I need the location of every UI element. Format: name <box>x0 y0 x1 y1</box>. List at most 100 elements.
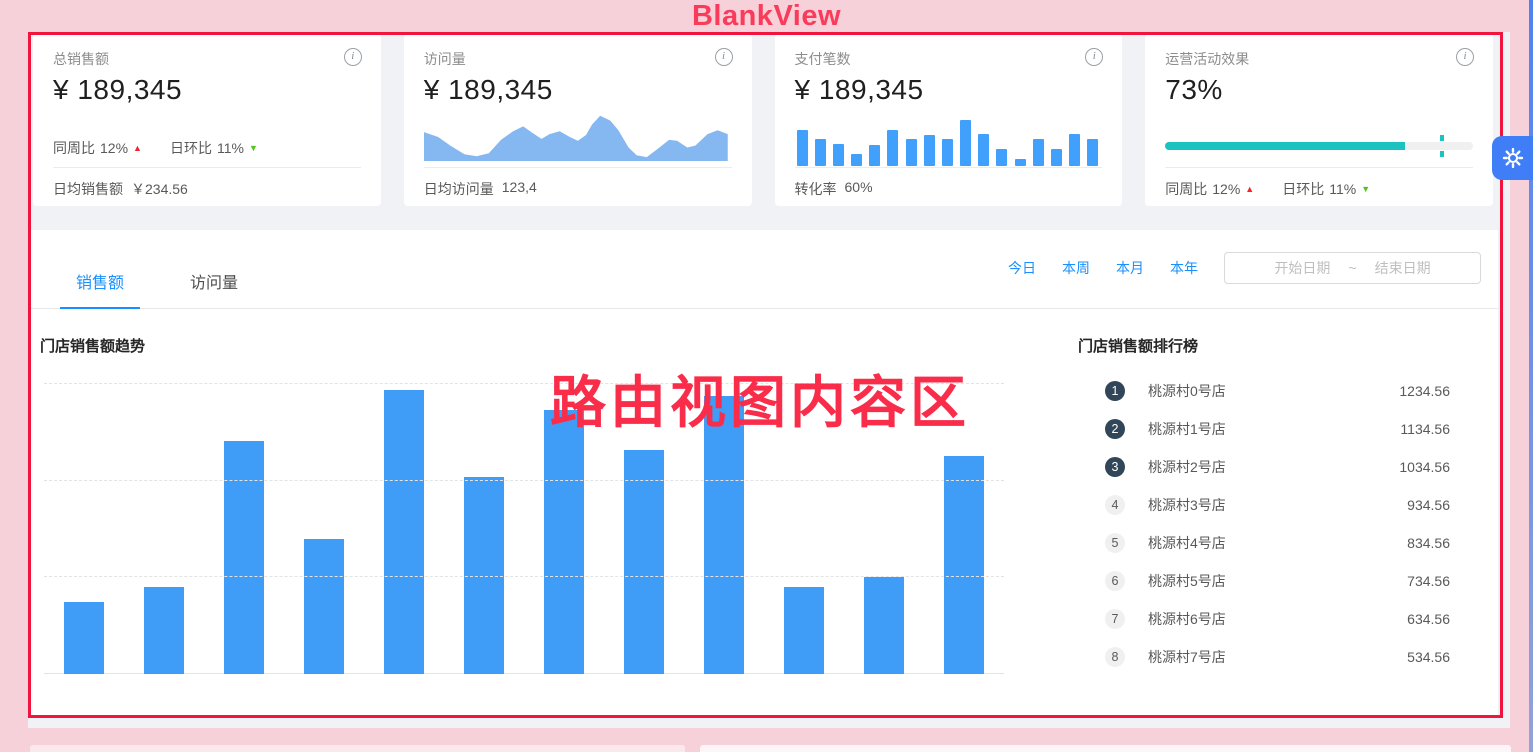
bar <box>144 587 184 674</box>
mini-bar <box>1032 139 1044 166</box>
rank-badge: 4 <box>1105 495 1125 515</box>
time-filters: 今日 本周 本月 本年 <box>1008 258 1198 278</box>
progress-target-mark <box>1440 151 1445 157</box>
store-name: 桃源村5号店 <box>1148 573 1226 589</box>
footer-value: 123,4 <box>501 179 537 195</box>
store-name: 桃源村7号店 <box>1148 649 1226 665</box>
card-value: 73% <box>1165 74 1223 105</box>
rank-badge: 3 <box>1105 457 1125 477</box>
rank-badge: 7 <box>1105 609 1125 629</box>
time-filter-今日[interactable]: 今日 <box>1008 260 1036 276</box>
mini-bar <box>923 134 935 166</box>
start-date-input[interactable]: 开始日期 <box>1274 260 1331 276</box>
info-icon[interactable]: i <box>714 48 733 66</box>
week-trend-label: 同周比 <box>1165 181 1208 197</box>
tab-visits[interactable]: 访问量 <box>190 275 239 292</box>
store-name: 桃源村6号店 <box>1148 611 1226 627</box>
day-trend-label: 日环比 <box>1282 181 1325 197</box>
bar-slot <box>924 384 1004 674</box>
info-icon[interactable]: i <box>343 48 362 66</box>
day-trend-value: 11% <box>216 140 244 156</box>
below-fold-card-right <box>700 745 1511 752</box>
rank-badge: 6 <box>1105 571 1125 591</box>
payments-mini-bar-chart <box>796 120 1099 166</box>
mini-bar <box>1014 159 1026 166</box>
bar-slot <box>684 384 764 674</box>
progress-target-mark <box>1440 135 1445 141</box>
chart-gridline <box>44 479 1004 481</box>
bar-slot <box>524 384 604 674</box>
rank-row: 4 桃源村3号店 934.56 <box>1076 486 1450 524</box>
week-trend-label: 同周比 <box>53 140 95 156</box>
mini-bar <box>905 139 917 166</box>
mini-bar <box>1069 134 1081 166</box>
bar <box>384 389 424 674</box>
bar-slot <box>764 384 844 674</box>
bar <box>224 441 264 674</box>
bar-slot <box>284 384 364 674</box>
arrow-up-icon: ▲ <box>133 142 142 153</box>
card-footer-trend: 同周比 12% ▲ 日环比 11% ▼ <box>1165 179 1370 199</box>
time-filter-本周[interactable]: 本周 <box>1062 260 1090 276</box>
rank-badge: 8 <box>1105 647 1125 667</box>
tab-extras: 今日 本周 本月 本年 开始日期 ~ 结束日期 <box>1008 252 1481 284</box>
card-title: 运营活动效果 <box>1165 51 1250 67</box>
week-trend-value: 12% <box>1212 181 1241 197</box>
week-trend: 同周比 12% ▲ <box>53 138 142 158</box>
arrow-up-icon: ▲ <box>1245 183 1255 194</box>
store-sales-value: 1034.56 <box>1399 459 1450 475</box>
date-range-picker[interactable]: 开始日期 ~ 结束日期 <box>1224 252 1481 284</box>
time-filter-本月[interactable]: 本月 <box>1116 260 1144 276</box>
card-footer: 日均访问量 123,4 <box>424 179 537 199</box>
stat-card-payments: 支付笔数 i ¥ 189,345 转化率 60% <box>774 34 1123 206</box>
stat-card-visits: 访问量 i ¥ 189,345 日均访问量 123,4 <box>403 34 752 206</box>
rank-row: 5 桃源村4号店 834.56 <box>1076 524 1450 562</box>
stat-card-effect: 运营活动效果 i 73% 同周比 12% ▲ 日环比 11% ▼ <box>1145 34 1493 206</box>
rank-row: 6 桃源村5号店 734.56 <box>1076 562 1450 600</box>
week-trend: 同周比 12% ▲ <box>1165 179 1254 199</box>
rank-row: 1 桃源村0号店 1234.56 <box>1076 372 1450 410</box>
settings-drawer-edge <box>1529 0 1533 752</box>
time-filter-本年[interactable]: 本年 <box>1170 260 1198 276</box>
store-sales-value: 934.56 <box>1407 497 1450 513</box>
bar <box>464 476 504 674</box>
bar <box>304 538 344 674</box>
day-trend: 日环比 11% ▼ <box>170 138 258 158</box>
arrow-down-icon: ▼ <box>248 142 258 153</box>
mini-bar <box>869 144 881 166</box>
route-view-overlay-text: 路由视图内容区 <box>550 371 970 434</box>
card-title: 支付笔数 <box>794 51 851 67</box>
bar-slot <box>844 384 924 674</box>
rank-badge: 5 <box>1105 533 1125 553</box>
trend-row: 同周比 12% ▲ 日环比 11% ▼ <box>53 138 258 158</box>
store-sales-value: 1134.56 <box>1400 421 1450 437</box>
end-date-input[interactable]: 结束日期 <box>1374 260 1431 276</box>
rank-badge: 2 <box>1105 419 1125 439</box>
mini-bar <box>851 153 863 166</box>
settings-button[interactable] <box>1492 136 1533 180</box>
chart-baseline <box>44 673 1004 674</box>
bar-slot <box>44 384 124 674</box>
card-value: ¥ 189,345 <box>423 74 553 105</box>
card-title: 访问量 <box>423 51 466 67</box>
bar-slot <box>204 384 284 674</box>
info-icon[interactable]: i <box>1085 48 1104 66</box>
chart-gridline <box>44 576 1004 578</box>
mini-bar <box>978 134 990 166</box>
info-icon[interactable]: i <box>1456 48 1474 66</box>
card-divider <box>53 167 361 168</box>
card-divider <box>794 167 1103 168</box>
bar-slot <box>444 384 524 674</box>
store-sales-bar-chart <box>44 383 1004 674</box>
page-title: BlankView <box>691 0 842 32</box>
store-sales-value: 834.56 <box>1407 535 1450 551</box>
footer-value: 60% <box>844 179 873 195</box>
store-name: 桃源村3号店 <box>1148 497 1226 513</box>
bar <box>624 449 664 674</box>
day-trend: 日环比 11% ▼ <box>1282 179 1370 199</box>
footer-label: 日均销售额 <box>53 181 123 197</box>
mini-bar <box>1050 148 1062 166</box>
tab-sales[interactable]: 销售额 <box>60 269 141 309</box>
rank-row: 7 桃源村6号店 634.56 <box>1076 600 1450 638</box>
